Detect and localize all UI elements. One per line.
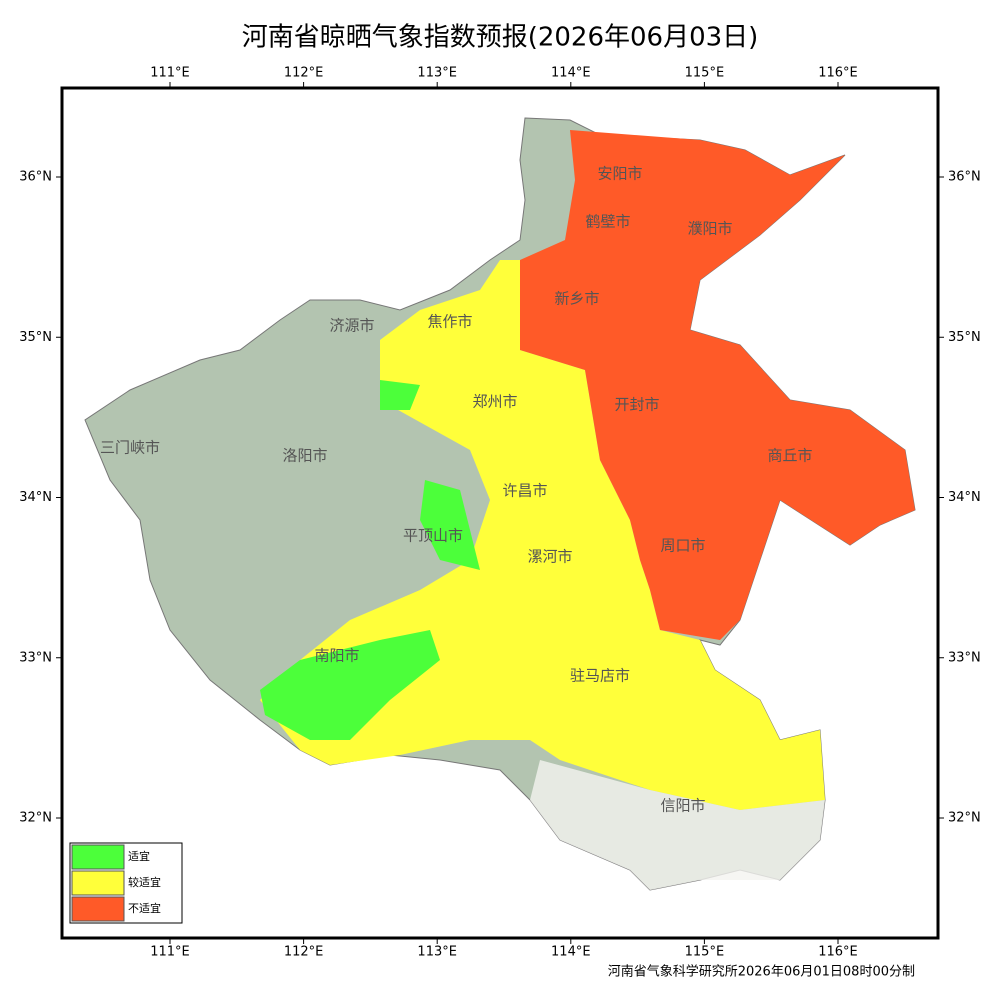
legend-label: 不适宜 bbox=[128, 901, 161, 915]
city-label: 鹤壁市 bbox=[585, 213, 630, 231]
lon-tick-label: 116°E bbox=[818, 66, 858, 81]
city-label: 许昌市 bbox=[502, 482, 547, 500]
legend-swatch bbox=[71, 870, 125, 896]
lon-tick-label: 116°E bbox=[818, 945, 858, 960]
lon-tick-label: 113°E bbox=[417, 66, 457, 81]
lat-tick-label: 35°N bbox=[19, 330, 52, 345]
lat-tick-label: 36°N bbox=[19, 170, 52, 185]
city-label: 商丘市 bbox=[767, 447, 812, 465]
lat-tick-label: 32°N bbox=[19, 811, 52, 826]
city-label: 焦作市 bbox=[427, 313, 472, 331]
zone-suitable bbox=[420, 480, 480, 570]
city-label: 南阳市 bbox=[314, 647, 359, 665]
city-label: 济源市 bbox=[329, 317, 374, 335]
city-label: 驻马店市 bbox=[570, 667, 630, 685]
city-label: 郑州市 bbox=[472, 393, 517, 411]
footer-credit: 河南省气象科学研究所2026年06月01日08时00分制 bbox=[608, 964, 915, 980]
zone-suitable bbox=[260, 630, 440, 740]
city-label: 平顶山市 bbox=[403, 527, 463, 545]
city-label: 新乡市 bbox=[554, 290, 599, 308]
lon-tick-label: 114°E bbox=[551, 945, 591, 960]
lat-tick-label: 34°N bbox=[19, 490, 52, 505]
zone-unsuitable bbox=[520, 130, 915, 640]
lat-tick-label: 33°N bbox=[19, 650, 52, 665]
lon-tick-label: 114°E bbox=[551, 66, 591, 81]
city-label: 漯河市 bbox=[527, 548, 572, 566]
lat-tick-label: 34°N bbox=[948, 490, 981, 505]
legend-swatch bbox=[71, 896, 125, 922]
lon-tick-label: 112°E bbox=[284, 945, 324, 960]
city-label: 周口市 bbox=[660, 537, 705, 555]
lat-tick-label: 35°N bbox=[948, 330, 981, 345]
lon-tick-label: 115°E bbox=[685, 945, 725, 960]
lon-tick-label: 113°E bbox=[417, 945, 457, 960]
lat-tick-label: 33°N bbox=[948, 650, 981, 665]
city-label: 洛阳市 bbox=[282, 447, 327, 465]
city-label: 开封市 bbox=[614, 396, 659, 414]
title: 河南省晾晒气象指数预报(2026年06月03日) bbox=[242, 23, 759, 53]
city-label: 安阳市 bbox=[597, 165, 642, 183]
lon-tick-label: 115°E bbox=[685, 66, 725, 81]
legend-label: 适宜 bbox=[128, 849, 150, 863]
city-label: 三门峡市 bbox=[100, 439, 160, 457]
lon-tick-label: 111°E bbox=[150, 945, 190, 960]
lat-tick-label: 32°N bbox=[948, 811, 981, 826]
lon-tick-label: 112°E bbox=[284, 66, 324, 81]
legend-label: 较适宜 bbox=[128, 875, 161, 889]
zone-suitable bbox=[380, 380, 420, 410]
zone-white bbox=[530, 760, 825, 890]
city-label: 信阳市 bbox=[660, 797, 705, 815]
lon-tick-label: 111°E bbox=[150, 66, 190, 81]
city-label: 濮阳市 bbox=[687, 220, 732, 238]
legend-swatch bbox=[71, 844, 125, 870]
lat-tick-label: 36°N bbox=[948, 170, 981, 185]
